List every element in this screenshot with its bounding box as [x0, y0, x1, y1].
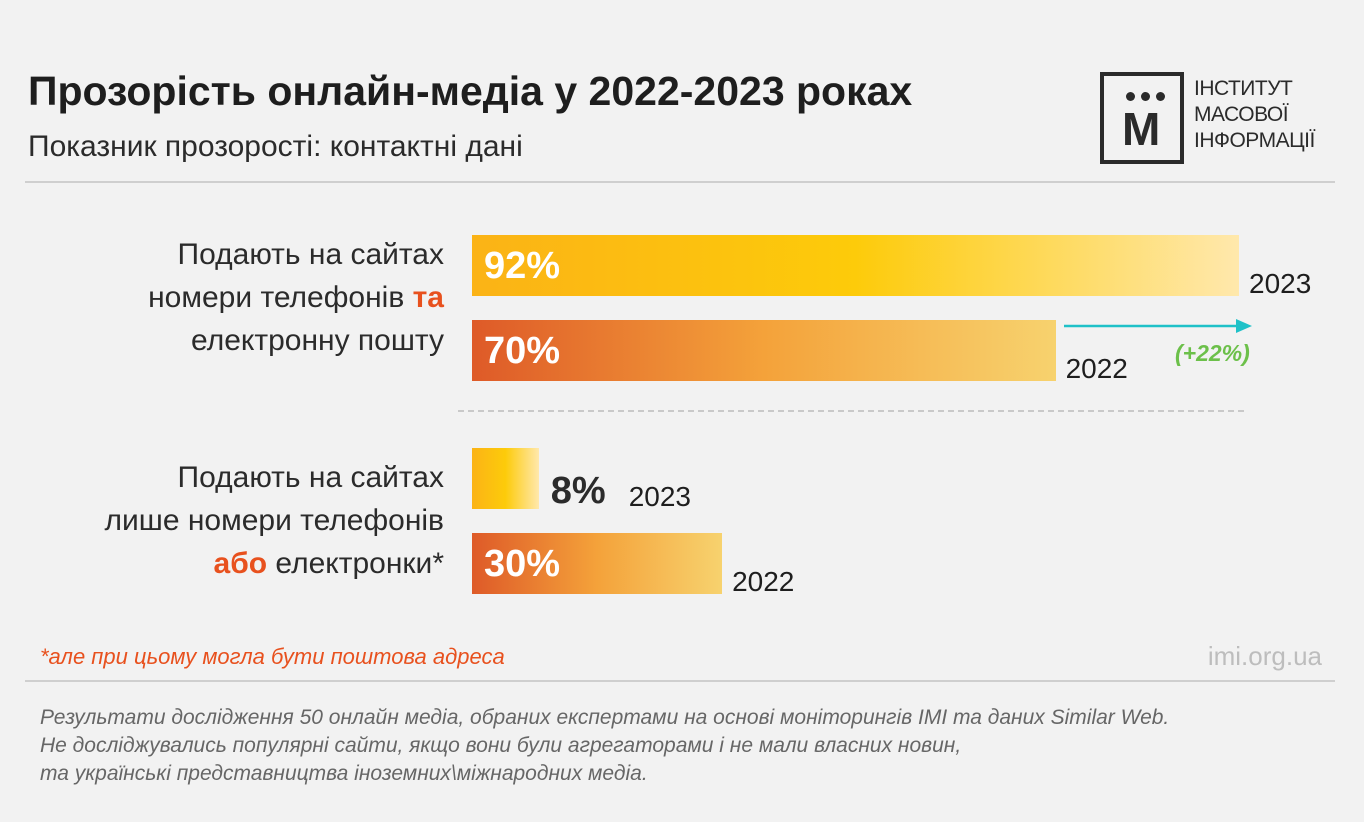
- logo-line: ІНФОРМАЦІЇ: [1194, 129, 1315, 152]
- category-label-line: електронну пошту: [191, 324, 444, 357]
- bar-value-cat2-2023: 8%: [550, 470, 606, 512]
- bar-value-cat1-2023: 92%: [484, 245, 561, 287]
- site-link[interactable]: imi.org.ua: [1207, 641, 1322, 671]
- header-divider: [25, 181, 1335, 183]
- logo-line: ІНСТИТУТ: [1194, 77, 1293, 100]
- page-title: Прозорість онлайн-медіа у 2022-2023 рока…: [28, 68, 913, 114]
- bar-cat1-2023: [472, 235, 1239, 296]
- category-label-line: Подають на сайтах: [177, 461, 444, 494]
- accent-word: та: [412, 281, 444, 314]
- logo-line: МАСОВОЇ: [1194, 103, 1289, 126]
- page-subtitle: Показник прозорості: контактні дані: [28, 130, 523, 163]
- bar-year-cat2-2022: 2022: [732, 566, 795, 597]
- section-divider: [458, 410, 1244, 412]
- footnote: *але при цьому могла бути поштова адреса: [40, 644, 505, 669]
- logo-box: М: [1100, 72, 1184, 164]
- bar-cat1-2022: [472, 320, 1056, 381]
- note-line: та українські представництва іноземних\м…: [40, 762, 648, 785]
- bar-year-cat1-2022: 2022: [1065, 353, 1128, 384]
- bar-year-cat1-2023: 2023: [1249, 268, 1312, 299]
- logo-dots: [1126, 92, 1166, 102]
- accent-word: або: [213, 547, 268, 580]
- bar-value-cat1-2022: 70%: [484, 330, 561, 372]
- logo-letter: М: [1122, 103, 1161, 155]
- bar-cat2-2023: [472, 448, 539, 509]
- category-label-line: або електронки*: [213, 547, 444, 580]
- footer-divider: [25, 680, 1335, 682]
- note-line: Не досліджувались популярні сайти, якщо …: [40, 734, 962, 757]
- category-label-1: Подають на сайтах номери телефонів та ел…: [148, 233, 444, 362]
- note-line: Результати дослідження 50 онлайн медіа, …: [40, 706, 1170, 729]
- category-label-line: Подають на сайтах: [177, 238, 444, 271]
- bar-value-cat2-2022: 30%: [484, 543, 561, 585]
- category-label-2: Подають на сайтах лише номери телефонів …: [104, 456, 444, 585]
- logo-text: ІНСТИТУТ МАСОВОЇ ІНФОРМАЦІЇ: [1194, 76, 1315, 154]
- change-label: (+22%): [1175, 340, 1250, 366]
- bar-cat2-2022: [472, 533, 723, 594]
- category-label-line: номери телефонів та: [148, 281, 444, 314]
- category-label-line: лише номери телефонів: [104, 504, 444, 537]
- bar-year-cat2-2023: 2023: [628, 481, 691, 512]
- change-arrow-icon: [1064, 319, 1252, 333]
- methodology-notes: Результати дослідження 50 онлайн медіа, …: [40, 704, 1169, 788]
